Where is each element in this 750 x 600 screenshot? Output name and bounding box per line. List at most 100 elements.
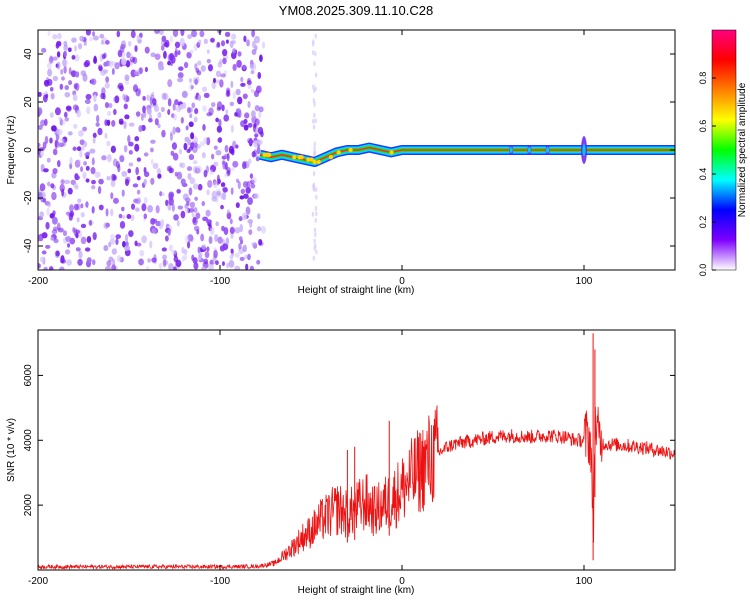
noise-speckle [124, 114, 130, 120]
noise-speckle [59, 266, 65, 270]
noise-speckle [64, 249, 71, 255]
noise-speckle [176, 220, 180, 227]
signal-hotspot [348, 147, 353, 153]
noise-speckle [71, 37, 77, 43]
noise-speckle [189, 83, 194, 92]
noise-speckle [85, 93, 92, 100]
noise-speckle [128, 162, 134, 167]
noise-speckle [225, 109, 229, 115]
noise-speckle [189, 201, 196, 209]
noise-speckle [124, 176, 131, 184]
noise-speckle [73, 83, 78, 90]
noise-speckle [63, 44, 69, 51]
noise-speckle [160, 219, 165, 228]
noise-speckle [177, 50, 181, 56]
noise-speckle [232, 63, 237, 72]
noise-speckle [253, 193, 260, 199]
noise-speckle [127, 168, 132, 174]
noise-speckle [89, 36, 94, 42]
noise-speckle [213, 161, 219, 167]
snr-panel: -200 -100 0 100 2000 4000 6000 Height of stra… [6, 329, 676, 596]
noise-speckle [313, 245, 316, 251]
noise-speckle [63, 50, 68, 58]
noise-speckle [120, 43, 126, 50]
noise-speckle [52, 167, 58, 174]
noise-speckle [198, 251, 203, 259]
noise-speckle [134, 70, 140, 76]
noise-speckle [137, 36, 143, 44]
noise-speckle [197, 94, 202, 101]
noise-speckle [90, 78, 97, 86]
noise-speckle [171, 249, 177, 255]
noise-speckle [211, 102, 216, 108]
noise-speckle [251, 40, 256, 49]
noise-speckle [157, 173, 162, 179]
noise-speckle [238, 236, 243, 242]
noise-speckle [106, 155, 112, 163]
noise-speckle [111, 67, 115, 75]
noise-speckle [221, 160, 226, 166]
noise-speckle [110, 192, 114, 200]
snr-x-axis: -200 -100 0 100 [28, 330, 593, 587]
noise-speckle [202, 216, 209, 222]
noise-speckle [98, 178, 104, 185]
noise-speckle [215, 188, 222, 195]
noise-speckle [313, 112, 316, 118]
noise-speckle [244, 112, 250, 119]
noise-speckle [229, 40, 234, 49]
noise-speckle [314, 232, 317, 238]
noise-speckle [150, 158, 154, 165]
noise-speckle [75, 229, 80, 234]
signal-spike-core [509, 147, 513, 153]
noise-speckle [41, 232, 48, 239]
noise-speckle [199, 30, 205, 38]
noise-speckle [106, 119, 111, 126]
noise-speckle [216, 41, 221, 48]
noise-speckle [203, 38, 208, 44]
noise-speckle [69, 204, 74, 213]
noise-speckle [243, 193, 249, 199]
noise-speckle [226, 209, 231, 215]
noise-speckle [100, 92, 105, 100]
noise-speckle [158, 262, 163, 269]
noise-speckle [124, 74, 130, 82]
noise-speckle [201, 200, 206, 207]
spectrogram-y-tick-label: 40 [23, 48, 34, 60]
noise-speckle [144, 66, 148, 73]
noise-speckle [113, 108, 117, 116]
noise-speckle [207, 179, 213, 188]
noise-speckle [141, 235, 147, 244]
noise-speckle [174, 50, 178, 58]
noise-speckle [203, 92, 210, 99]
noise-speckle [153, 254, 157, 262]
noise-speckle [90, 167, 96, 175]
noise-speckle [39, 256, 45, 263]
noise-speckle [110, 233, 115, 241]
noise-speckle [197, 183, 203, 191]
noise-speckle [199, 141, 205, 147]
noise-speckle [257, 71, 262, 79]
noise-speckle [80, 203, 84, 209]
spectrogram-x-tick-label: 0 [399, 276, 405, 287]
spectrogram-x-axis: -200 -100 0 100 [28, 30, 593, 287]
noise-speckle [237, 51, 242, 57]
noise-speckle [216, 178, 220, 186]
noise-speckle [105, 76, 110, 83]
noise-speckle [124, 233, 129, 243]
noise-speckle [76, 110, 81, 118]
noise-speckle [247, 139, 254, 144]
noise-speckle [190, 85, 194, 90]
noise-speckle [315, 211, 318, 217]
noise-speckle [247, 253, 251, 261]
noise-speckle [115, 160, 120, 169]
noise-speckle [208, 264, 214, 270]
noise-speckle [250, 69, 255, 75]
noise-speckle [217, 137, 223, 143]
noise-speckle [65, 236, 72, 243]
noise-speckle [240, 82, 246, 87]
noise-speckle [79, 139, 85, 146]
noise-speckle [246, 39, 250, 47]
noise-speckle [168, 165, 173, 174]
noise-speckle [88, 219, 93, 226]
noise-speckle [101, 53, 106, 60]
